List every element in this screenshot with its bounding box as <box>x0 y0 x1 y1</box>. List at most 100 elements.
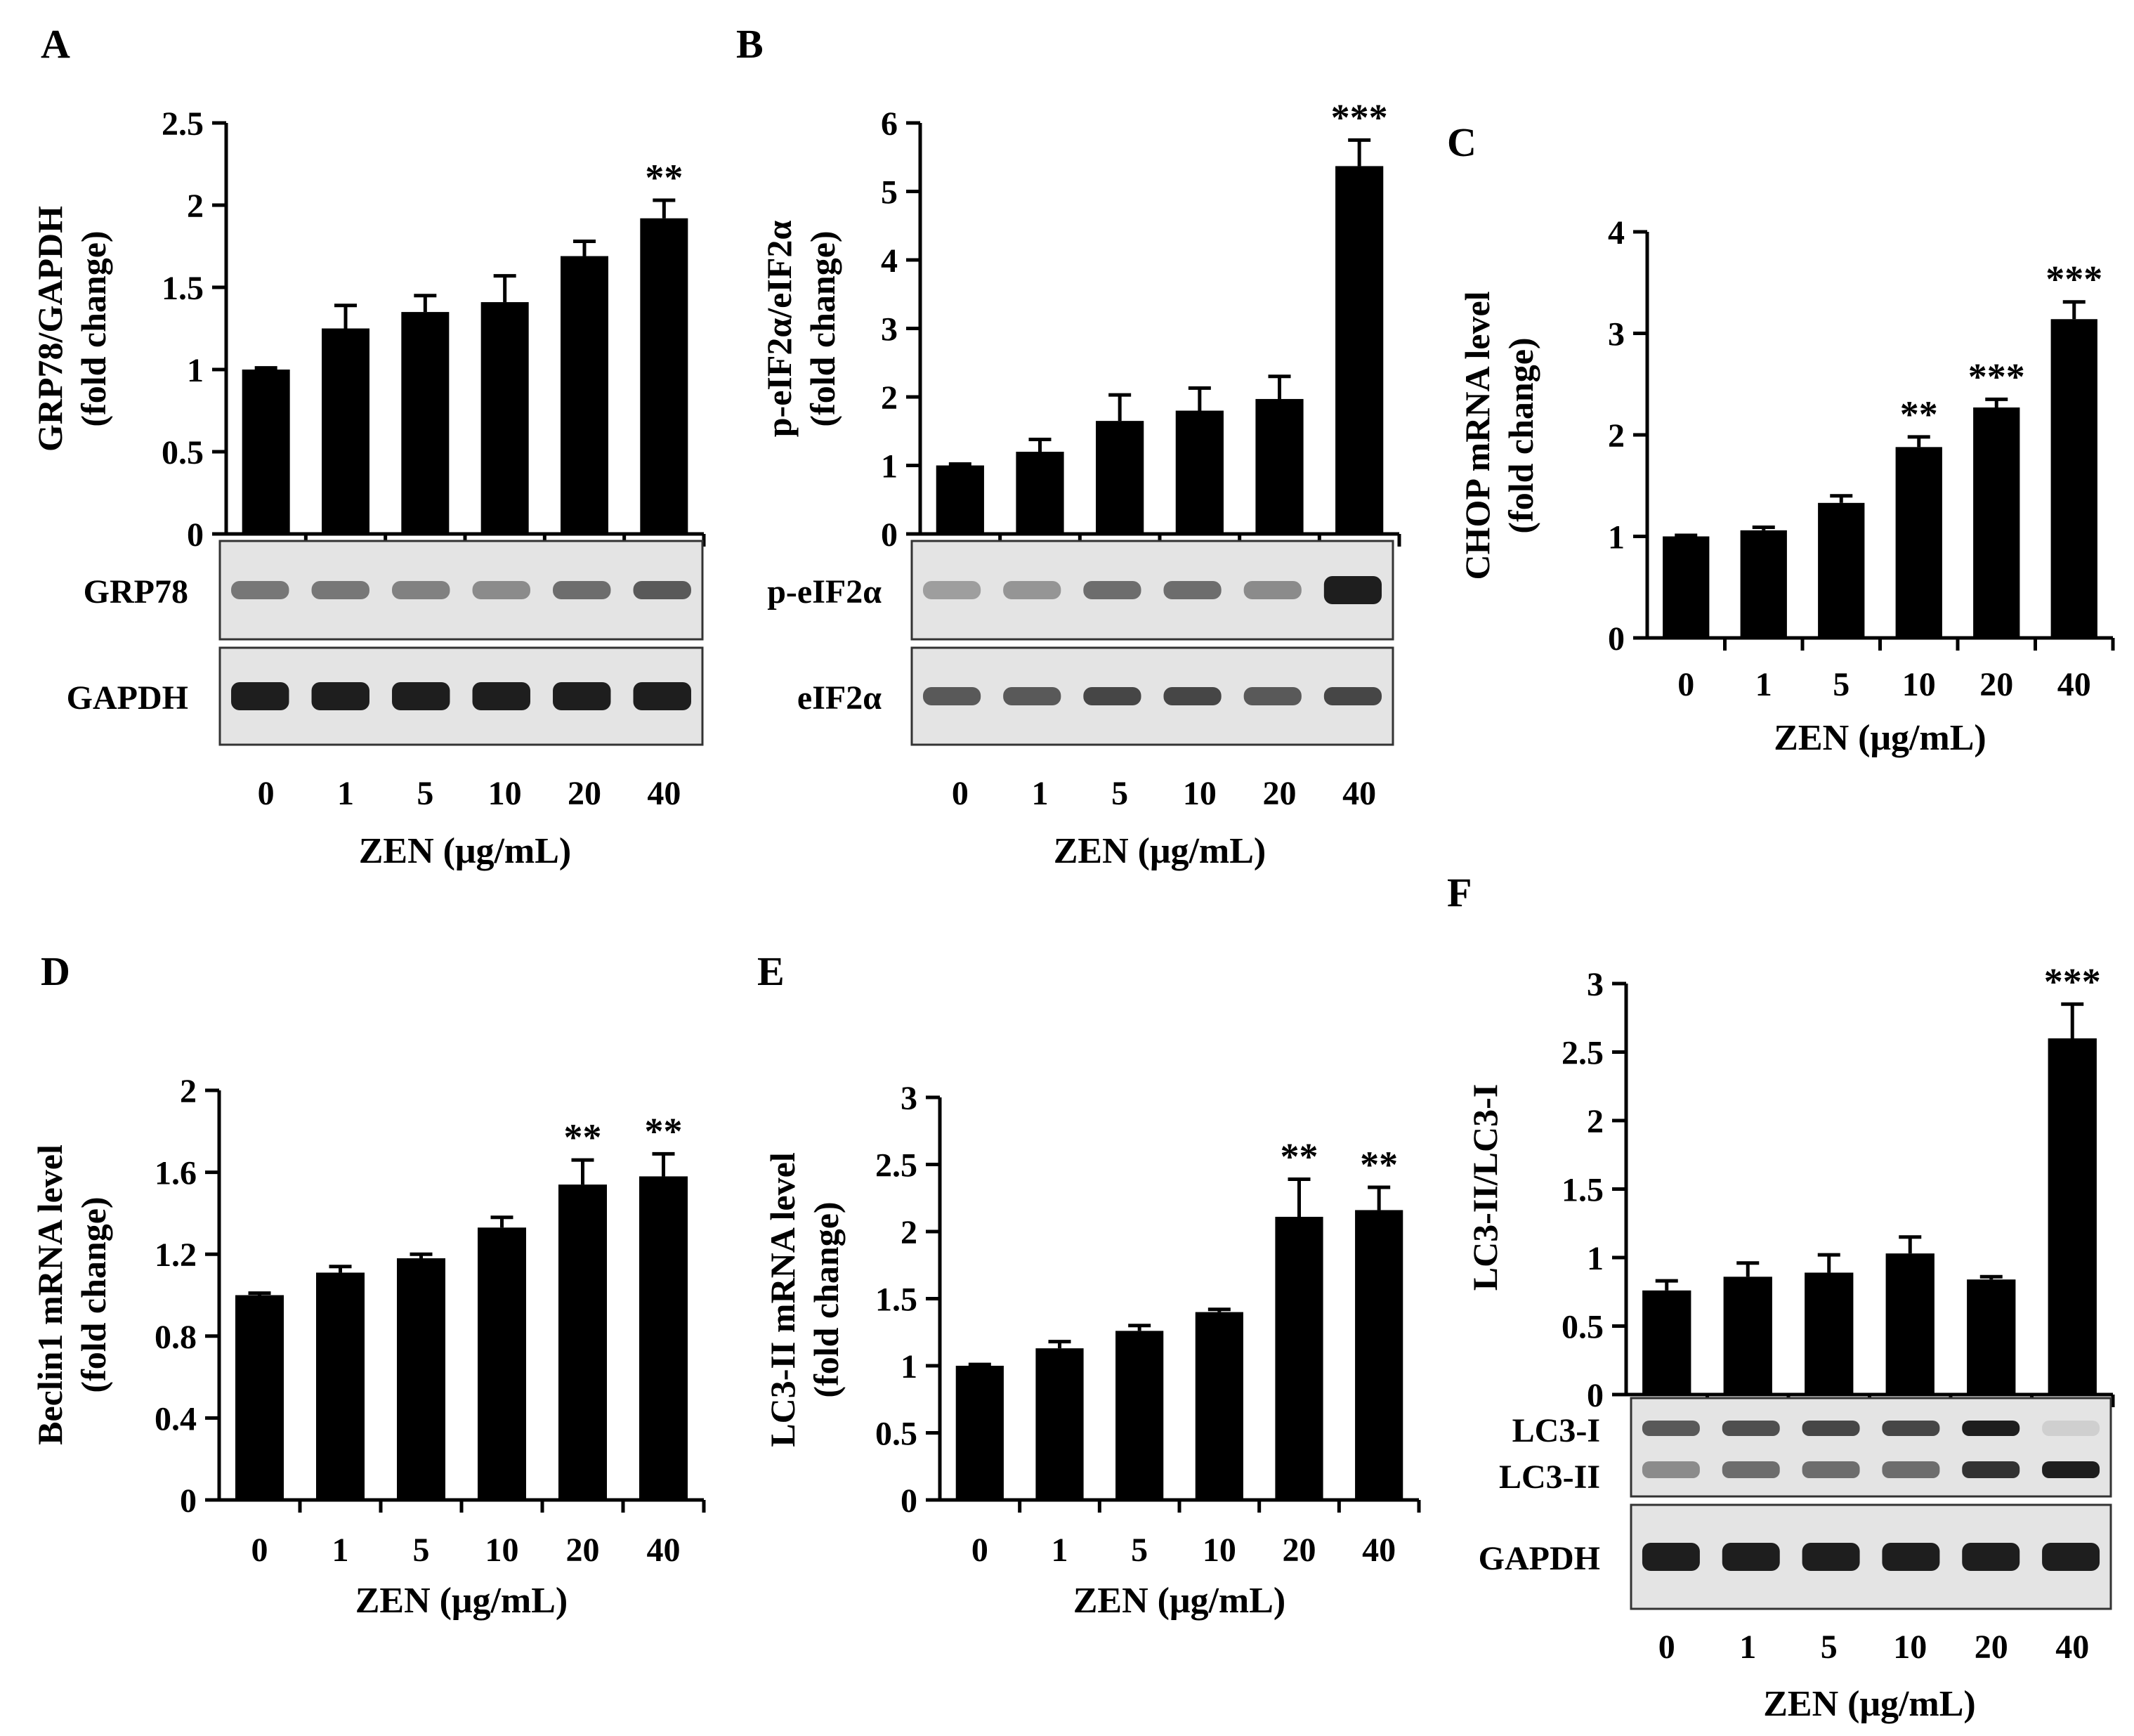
blot-label: GAPDH <box>67 679 188 717</box>
blot-band <box>1802 1543 1860 1571</box>
y-axis-label-line: GRP78/GAPDH <box>30 206 70 452</box>
y-tick-label: 2.5 <box>162 105 204 143</box>
y-tick-label: 3 <box>881 311 898 348</box>
y-tick-label: 1.5 <box>162 270 204 307</box>
blot-band <box>1882 1421 1940 1436</box>
bar <box>2050 319 2097 638</box>
y-tick-label: 0.4 <box>155 1400 197 1437</box>
blot-band <box>2042 1461 2100 1478</box>
blot-label: LC3-II <box>1499 1458 1600 1496</box>
blot-band <box>472 581 530 599</box>
bar <box>1335 166 1384 535</box>
y-axis-label-line: (fold change) <box>806 1201 846 1397</box>
panel-label: E <box>757 948 785 994</box>
x-tick-label: 1 <box>1755 666 1772 703</box>
blot-band <box>922 581 981 599</box>
bar <box>558 1184 607 1500</box>
y-tick-label: 2 <box>1587 1103 1604 1140</box>
x-tick-label: 0 <box>251 1532 268 1569</box>
y-tick-label: 3 <box>901 1080 917 1117</box>
blot-band <box>231 581 289 599</box>
blot-frame <box>910 646 1394 746</box>
bar <box>235 1295 284 1500</box>
y-tick-label: 2.5 <box>875 1147 917 1184</box>
bar <box>1355 1210 1403 1500</box>
blot-band <box>553 581 611 599</box>
bar <box>1818 502 1865 638</box>
panel-label: A <box>41 21 70 67</box>
x-tick-label: 20 <box>1975 1629 2008 1666</box>
y-axis-label: GRP78/GAPDH (fold change) <box>30 206 113 452</box>
x-tick-label: 10 <box>1893 1629 1927 1666</box>
significance-marker: ** <box>645 1110 683 1152</box>
y-tick-label: 1 <box>881 448 898 485</box>
blot-band <box>1802 1421 1860 1436</box>
x-tick-label: 10 <box>1902 666 1936 703</box>
bar <box>1096 421 1144 534</box>
bar <box>1895 447 1942 638</box>
y-axis-label: Beclin1 mRNA level (fold change) <box>30 1144 113 1445</box>
y-tick-label: 1 <box>187 352 204 389</box>
blot-label: p-eIF2α <box>767 573 882 611</box>
blot-band <box>1962 1421 2020 1436</box>
bar <box>480 302 529 534</box>
blot-band <box>311 682 369 710</box>
bar <box>1255 398 1304 534</box>
y-tick-label: 1.6 <box>155 1155 197 1192</box>
significance-marker: ** <box>1900 393 1938 436</box>
y-axis-label-line: CHOP mRNA level <box>1458 291 1497 580</box>
bar <box>1723 1277 1772 1395</box>
bar <box>1885 1253 1935 1395</box>
bar <box>1740 530 1787 638</box>
panel-E: E 0 0.5 1 1.5 2 2.5 3 LC3-II mRNA level (fold cha… <box>757 948 1421 1621</box>
panel-A: A 0 0.5 1 1.5 2 2.5 GRP78/GAPDH (fold change) 0 1 5… <box>30 21 706 871</box>
blot-band <box>1003 581 1061 599</box>
panel-label: D <box>41 948 70 994</box>
bar <box>1805 1272 1854 1395</box>
bar <box>1275 1216 1323 1500</box>
blot-band <box>1722 1461 1780 1478</box>
blot-band <box>1163 581 1222 599</box>
blot-band <box>1962 1543 2020 1571</box>
x-axis-label: ZEN (μg/mL) <box>355 1581 568 1621</box>
blot-frame <box>218 540 704 641</box>
blot-label: GAPDH <box>1479 1540 1600 1577</box>
x-tick-label: 40 <box>2057 666 2091 703</box>
y-tick-label: 1.5 <box>875 1281 917 1319</box>
bar <box>1115 1331 1164 1500</box>
blot-frame <box>910 540 1394 641</box>
x-tick-label: 0 <box>971 1532 988 1569</box>
bar <box>640 218 688 534</box>
blot-band <box>1003 687 1061 705</box>
blot-frame <box>1630 1503 2112 1610</box>
bar <box>2048 1038 2097 1395</box>
y-tick-label: 1 <box>1608 519 1625 556</box>
blot-band <box>392 581 450 599</box>
y-tick-label: 1 <box>901 1348 917 1385</box>
significance-marker: ** <box>1281 1136 1318 1178</box>
blot-band <box>1962 1461 2020 1478</box>
blot-strip: GRP78 <box>84 540 704 641</box>
blot-band <box>1163 687 1222 705</box>
significance-marker: ** <box>564 1116 602 1159</box>
y-tick-label: 3 <box>1608 316 1625 353</box>
x-tick-label: 20 <box>568 775 601 812</box>
y-tick-label: 6 <box>881 105 898 143</box>
bar <box>478 1227 526 1500</box>
y-tick-label: 4 <box>881 242 898 280</box>
x-tick-label: 0 <box>258 775 275 812</box>
y-tick-label: 1.2 <box>155 1236 197 1274</box>
panel-C: C 0 1 2 3 4 CHOP mRNA level (fold change) 0 1 5 ** 1… <box>1447 119 2115 758</box>
blot-band <box>1882 1543 1940 1571</box>
x-tick-label: 5 <box>1833 666 1850 703</box>
x-tick-label: 40 <box>1342 775 1376 812</box>
y-tick-label: 1.5 <box>1562 1172 1604 1209</box>
bar <box>322 328 369 534</box>
bar <box>316 1272 365 1500</box>
blot-label: eIF2α <box>797 679 882 717</box>
blot-strip: LC3-I LC3-II <box>1499 1397 2112 1498</box>
blot-band <box>1243 581 1302 599</box>
y-axis-label-line: p-eIF2α/eIF2α <box>759 221 799 438</box>
bar <box>1663 536 1710 638</box>
